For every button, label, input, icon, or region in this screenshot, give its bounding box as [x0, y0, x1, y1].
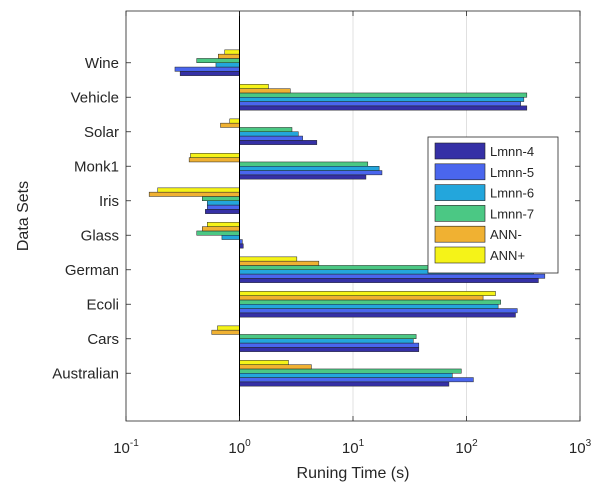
bar: [239, 364, 312, 370]
bar: [239, 308, 518, 314]
legend-swatch: [434, 184, 486, 201]
bar: [239, 273, 546, 279]
bar: [239, 170, 383, 176]
legend-swatch: [434, 163, 486, 181]
x-tick-label: 102: [455, 438, 478, 457]
bar: [215, 62, 240, 68]
bar: [221, 235, 240, 240]
bar: [239, 105, 528, 111]
bar: [220, 122, 240, 128]
y-tick-label: Australian: [52, 365, 119, 382]
bar: [211, 329, 240, 335]
bar: [239, 256, 298, 262]
bar: [239, 131, 299, 137]
bar: [239, 334, 417, 340]
bar: [205, 209, 240, 214]
bar: [207, 222, 240, 227]
legend-swatch: [434, 246, 486, 264]
bar: [148, 191, 240, 197]
bar: [239, 174, 367, 180]
legend-label: Lmnn-4: [490, 144, 534, 159]
bar: [239, 342, 420, 348]
bar: [196, 58, 240, 64]
bar: [224, 49, 240, 55]
bar: [239, 338, 414, 344]
y-tick-label: Monk1: [74, 158, 119, 175]
bar: [239, 312, 516, 318]
y-ticks: Australian Cars Ecoli German Glass Iris Monk1 S…: [52, 55, 580, 382]
legend-label: Lmnn-6: [490, 186, 534, 201]
x-tick-label: 101: [342, 438, 365, 457]
bar: [239, 373, 453, 378]
bar: [190, 153, 240, 158]
bar: [239, 135, 303, 141]
bar: [202, 196, 240, 201]
bar: [239, 368, 462, 374]
bar: [239, 101, 521, 107]
bar: [218, 53, 240, 59]
bar: [239, 360, 289, 365]
bar: [179, 71, 240, 76]
bar: [229, 118, 240, 124]
bar: [207, 200, 240, 206]
bar: [239, 92, 528, 98]
bar: [239, 166, 380, 171]
bar: [239, 88, 291, 94]
y-tick-label: Solar: [84, 124, 119, 141]
bar: [196, 230, 240, 236]
y-tick-label: Cars: [87, 331, 119, 348]
legend-swatch: [434, 205, 486, 222]
x-ticks: 10-1 100 101 102 103: [113, 11, 592, 457]
bar: [239, 381, 450, 387]
legend-swatch: [434, 225, 486, 243]
bar: [217, 325, 240, 331]
bar: [239, 243, 244, 249]
bars: [148, 49, 546, 387]
bar: [239, 299, 501, 305]
legend: Lmnn-4 Lmnn-5 Lmnn-6 Lmnn-7 ANN- ANN+: [427, 136, 559, 274]
bar: [239, 278, 539, 283]
bar: [157, 187, 240, 193]
legend-label: Lmnn-5: [490, 165, 534, 180]
bar: [188, 157, 240, 163]
x-axis-label: Runing Time (s): [297, 465, 410, 482]
legend-label: Lmnn-7: [490, 206, 534, 221]
bar: [239, 161, 369, 167]
y-tick-label: Glass: [81, 227, 119, 244]
legend-label: ANN+: [490, 248, 525, 263]
y-tick-label: Wine: [85, 55, 119, 72]
bar: [239, 304, 499, 309]
bar: [239, 295, 484, 301]
y-tick-label: German: [65, 262, 119, 279]
bar: [239, 84, 269, 89]
bar: [174, 66, 240, 72]
y-axis-label: Data Sets: [15, 181, 32, 251]
legend-label: ANN-: [490, 227, 522, 242]
y-tick-label: Vehicle: [71, 89, 119, 106]
bar: [207, 204, 240, 210]
bar: [239, 377, 474, 383]
x-tick-label: 103: [569, 438, 592, 457]
bar: [239, 97, 525, 102]
y-tick-label: Ecoli: [86, 296, 119, 313]
bar: [239, 291, 496, 296]
bar: [239, 260, 320, 266]
x-tick-label: 100: [228, 438, 251, 457]
y-tick-label: Iris: [99, 193, 119, 210]
x-tick-label: 10-1: [113, 438, 139, 457]
bar: [239, 140, 318, 145]
legend-swatch: [434, 142, 486, 160]
bar: [202, 226, 240, 232]
bar: [239, 127, 293, 132]
bar: [239, 347, 420, 352]
